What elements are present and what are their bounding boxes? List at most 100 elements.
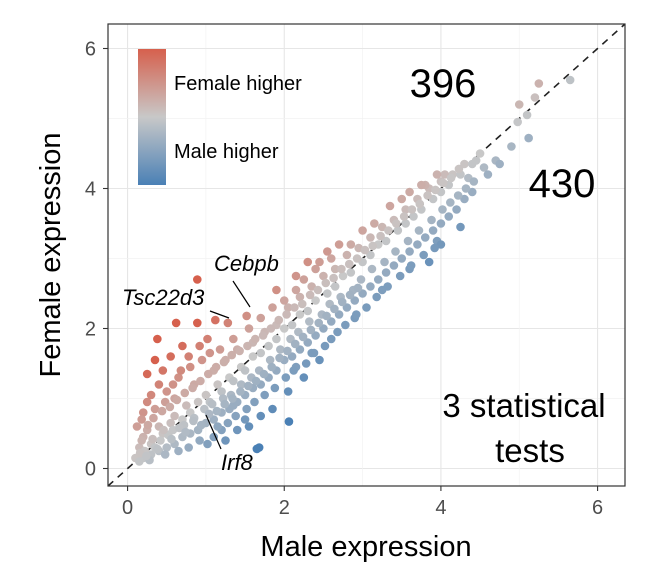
data-point [366, 282, 375, 291]
data-point [469, 177, 479, 186]
data-point [135, 457, 144, 466]
data-point [138, 408, 148, 417]
data-point [185, 362, 195, 372]
data-point [243, 381, 253, 391]
data-point [436, 219, 446, 228]
data-point [299, 373, 309, 382]
data-point [203, 439, 212, 449]
data-point [313, 285, 323, 295]
data-point [385, 201, 395, 211]
data-point [352, 310, 361, 319]
data-point [438, 178, 448, 188]
data-point [298, 332, 308, 342]
data-point [290, 339, 300, 349]
data-point [203, 369, 213, 379]
data-point [406, 261, 416, 270]
data-point [284, 417, 294, 426]
data-point [453, 191, 463, 200]
data-point [254, 443, 264, 452]
data-point [229, 401, 238, 410]
data-point [352, 254, 362, 263]
data-point [380, 257, 389, 267]
data-point [204, 409, 214, 419]
data-point [291, 271, 301, 281]
data-point [320, 341, 330, 351]
data-point [287, 320, 297, 330]
data-point [417, 180, 426, 190]
data-point [323, 289, 332, 298]
data-point [166, 352, 175, 361]
data-point [431, 185, 440, 195]
data-point [181, 427, 190, 437]
x-tick-label: 6 [592, 497, 603, 519]
data-points [131, 75, 575, 466]
data-point [413, 240, 422, 249]
data-point [196, 420, 206, 430]
data-point [153, 444, 162, 454]
data-point [243, 341, 252, 351]
data-point [322, 311, 331, 321]
data-point [427, 215, 436, 225]
data-point [301, 359, 311, 368]
data-point [197, 355, 207, 365]
data-point [248, 352, 258, 361]
male-higher-count: 430 [529, 162, 596, 206]
data-point [432, 170, 442, 179]
data-point [315, 257, 324, 267]
data-point [345, 290, 355, 300]
data-point [372, 292, 381, 302]
data-point [383, 282, 392, 291]
data-point [250, 334, 260, 344]
data-point [358, 226, 367, 235]
data-point [401, 205, 410, 214]
x-tick-label: 0 [122, 497, 133, 519]
data-point [244, 422, 254, 431]
data-point [228, 394, 237, 403]
data-point [231, 411, 240, 421]
gene-pointer-cebpb [232, 280, 251, 308]
gene-pointer-irf8 [205, 414, 222, 450]
data-point [405, 187, 414, 197]
y-tick-label: 2 [85, 319, 96, 341]
data-point [311, 264, 320, 274]
x-tick-label: 4 [435, 497, 446, 519]
data-point [440, 170, 450, 179]
data-point [195, 436, 204, 445]
data-point [391, 247, 400, 256]
data-point [174, 423, 184, 433]
data-point [452, 205, 461, 214]
data-point [436, 240, 446, 249]
data-point [346, 240, 356, 249]
data-point [143, 420, 153, 430]
data-point [353, 283, 363, 293]
data-point [142, 451, 151, 461]
data-point [272, 334, 281, 344]
plot-border [107, 23, 626, 487]
data-point [291, 285, 301, 295]
data-point [236, 380, 246, 389]
data-point [467, 187, 477, 197]
data-point [513, 117, 522, 127]
data-point [240, 415, 250, 424]
data-point [137, 436, 146, 445]
data-point [150, 355, 160, 365]
data-point [193, 275, 202, 284]
data-point [170, 411, 179, 421]
data-point [397, 254, 407, 263]
data-point [444, 212, 454, 221]
data-point [303, 306, 313, 316]
data-point [305, 290, 315, 300]
gene-label-tsc22d3: Tsc22d3 [122, 285, 205, 310]
data-point [461, 184, 471, 193]
data-point [334, 240, 344, 249]
data-point [424, 257, 434, 267]
data-point [153, 334, 162, 344]
statistical-tests-note-line1: 3 statistical [442, 387, 605, 424]
data-point [391, 219, 401, 228]
data-point [524, 133, 533, 143]
data-point [267, 362, 277, 372]
data-point [289, 366, 298, 375]
data-point [381, 268, 391, 277]
data-point [321, 278, 331, 288]
